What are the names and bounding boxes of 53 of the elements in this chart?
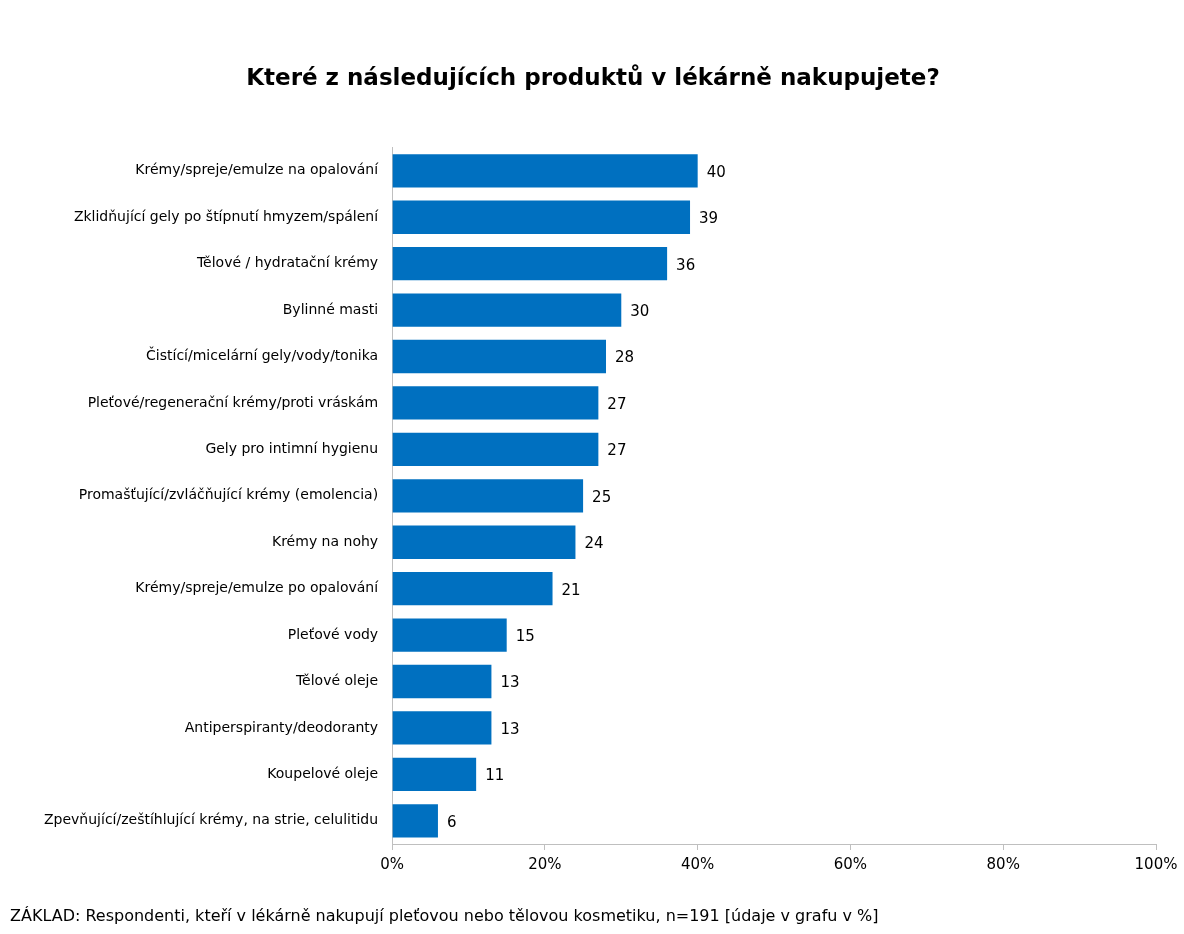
y-tick-label: Čistící/micelární gely/vody/tonika [146, 346, 379, 364]
data-label: 27 [607, 394, 627, 413]
bar [392, 339, 607, 374]
data-label: 24 [584, 534, 604, 553]
y-tick-label: Gely pro intimní hygienu [205, 440, 379, 457]
bar [392, 293, 622, 327]
y-tick-label: Zklidňující gely po štípnutí hmyzem/spálení [73, 207, 380, 224]
data-label: 6 [446, 812, 457, 831]
bar [392, 664, 492, 699]
y-tick-label: Krémy/spreje/emulze po opalování [135, 579, 380, 596]
y-tick-label: Koupelové oleje [267, 765, 379, 781]
y-tick-label: Pleťové vody [287, 625, 379, 642]
bar [392, 386, 599, 420]
bar [392, 711, 492, 745]
data-label: 15 [515, 626, 535, 645]
data-label: 36 [676, 255, 696, 274]
x-tick-label: 80% [986, 854, 1020, 873]
data-label: 40 [706, 162, 726, 181]
y-tick-label: Promašťující/zvláčňující krémy (emolencia) [78, 486, 379, 503]
x-tick-label: 60% [833, 854, 868, 873]
x-tick-label: 100% [1134, 854, 1178, 873]
text: ZÁKLAD: Respondenti, kteří v lékárně nakupují pleťovou nebo tělovou kosmetiku, n=191 [údaje v grafu v %] [10, 906, 879, 925]
data-label: 21 [561, 580, 581, 599]
x-tick-label: 20% [528, 854, 562, 873]
y-tick-label: Pleťové/regenerační krémy/proti vráskám [87, 393, 379, 410]
data-label: 30 [630, 301, 650, 320]
y-tick-label: Zpevňující/zeštíhlující krémy, na strie, celulitidu [44, 811, 379, 828]
data-label: 25 [592, 487, 612, 506]
bar [392, 618, 507, 652]
x-tick-label: 40% [681, 854, 715, 873]
y-tick-label: Tělové oleje [294, 672, 379, 689]
data-label: 39 [699, 209, 719, 228]
bar [392, 804, 438, 838]
bar [392, 757, 477, 792]
x-tick-label: 0% [380, 854, 405, 873]
data-label: 11 [485, 766, 505, 785]
data-label: 27 [607, 441, 627, 460]
y-tick-label: Bylinné masti [282, 300, 379, 317]
bar [392, 432, 599, 467]
y-tick-label: Antiperspiranty/deodoranty [184, 718, 379, 735]
data-label: 13 [500, 719, 520, 738]
bar [392, 154, 698, 188]
bar [392, 247, 668, 281]
bar [392, 479, 584, 513]
bar [392, 200, 691, 234]
data-label: 13 [500, 673, 520, 692]
y-tick-label: Krémy na nohy [272, 532, 379, 549]
bar [392, 572, 553, 606]
chart-title: Které z následujících produktů v lékárně nakupujete? [246, 63, 940, 90]
data-label: 28 [615, 348, 635, 367]
y-tick-label: Krémy/spreje/emulze na opalování [135, 161, 380, 178]
bar [392, 525, 576, 559]
y-tick-label: Tělové / hydratační krémy [195, 254, 379, 271]
